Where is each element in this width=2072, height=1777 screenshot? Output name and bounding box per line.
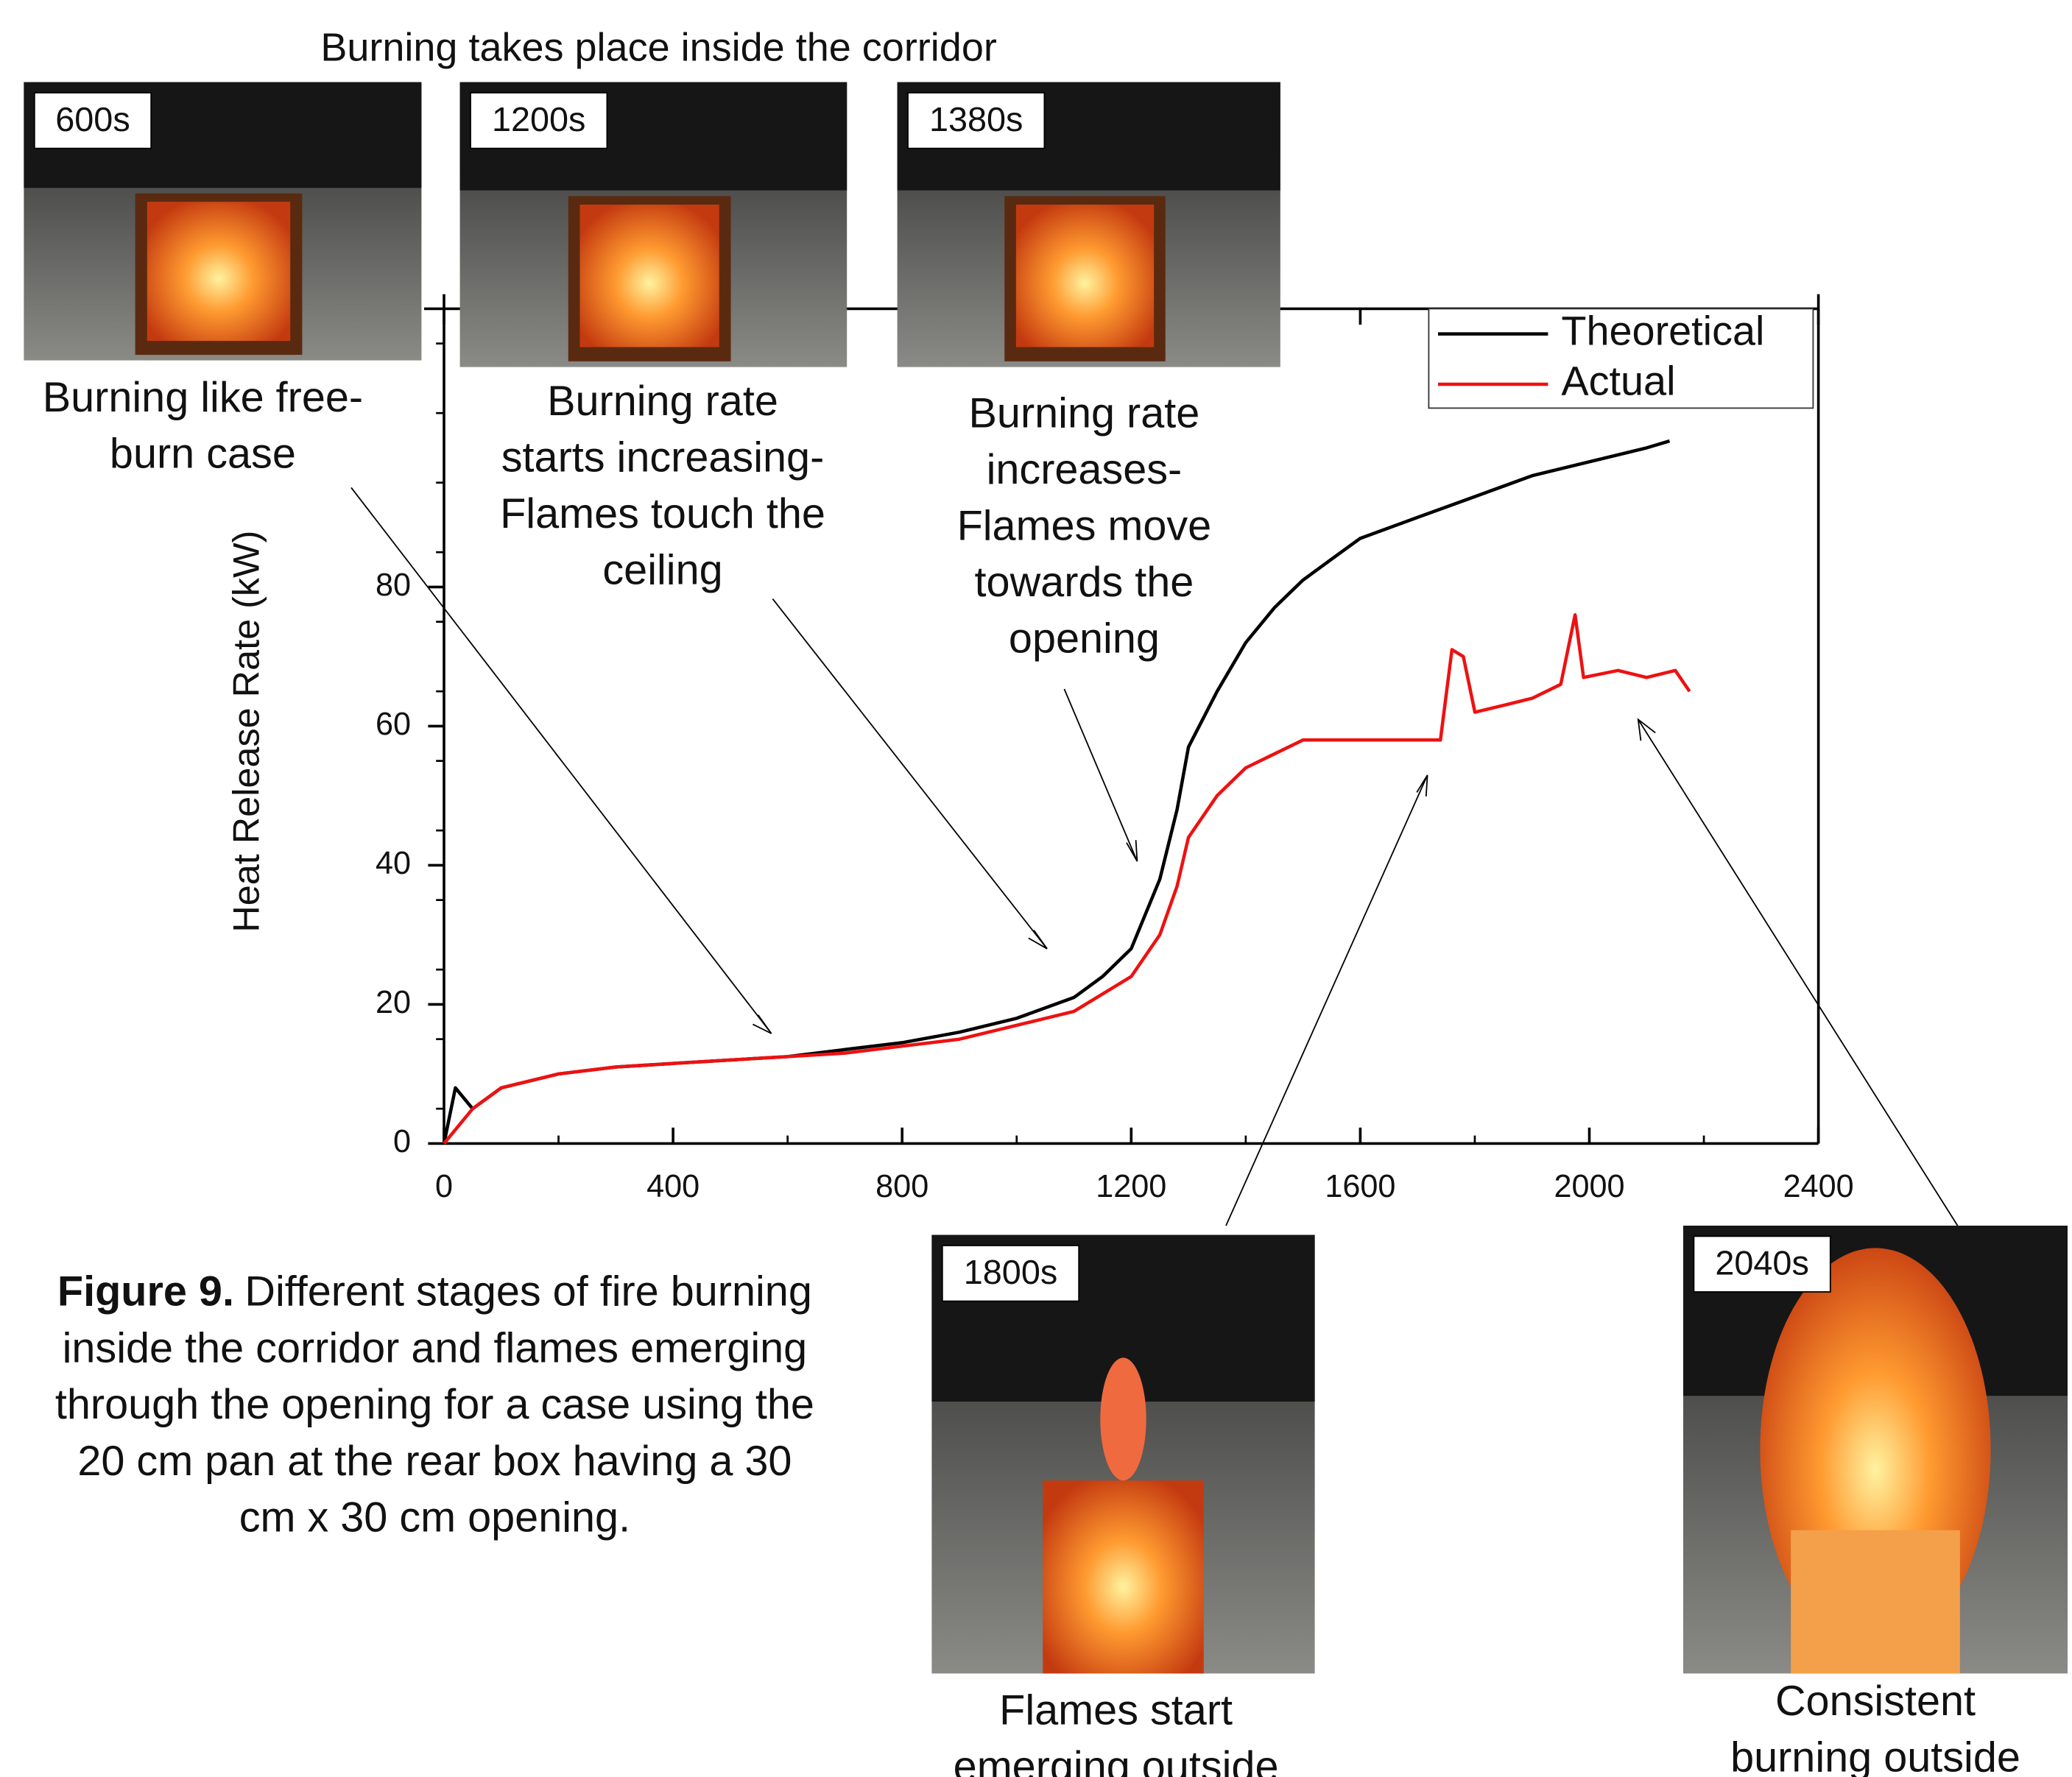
legend-label: Actual xyxy=(1561,358,1675,404)
annotation-line: Flames start xyxy=(999,1687,1233,1734)
y-tick-label: 0 xyxy=(393,1124,411,1159)
arrow xyxy=(350,487,772,1034)
annotation-line: Consistent xyxy=(1775,1678,1976,1725)
x-tick-label: 2400 xyxy=(1783,1169,1854,1204)
photo-label: 600s xyxy=(55,100,130,138)
photo-flame xyxy=(147,202,291,342)
annotation-line: Burning rate xyxy=(547,378,778,425)
annotation-line: Burning rate xyxy=(969,389,1200,437)
caption-text: Different stages of fire burning xyxy=(244,1268,812,1315)
x-tick-label: 1600 xyxy=(1325,1169,1395,1204)
x-tick-label: 400 xyxy=(646,1169,700,1204)
photo-label-box xyxy=(33,92,152,149)
plot-area: 0 400 800 1200 1600 2000 2400 0 20 40 60 80 Theoreti… xyxy=(376,294,1854,1204)
photo-flame xyxy=(579,205,719,347)
annotation-line: Flames move xyxy=(957,502,1212,549)
photo-label: 2040s xyxy=(1715,1243,1809,1282)
arrow xyxy=(1063,688,1138,862)
photo-label-box xyxy=(1693,1235,1831,1293)
annotation-line: towards the xyxy=(975,559,1194,606)
annotation-line: burn case xyxy=(110,430,296,477)
photo: 1800s xyxy=(931,1234,1315,1674)
photo-label: 1200s xyxy=(492,100,586,138)
annotation-line: Burning like free- xyxy=(43,374,363,421)
caption-line: 20 cm pan at the rear box having a 30 xyxy=(77,1438,792,1485)
caption-label: Figure 9. xyxy=(57,1268,234,1315)
arrow-head xyxy=(1126,840,1138,862)
photo-flame xyxy=(1791,1530,1960,1674)
y-tick-label: 60 xyxy=(376,707,411,742)
photo-plume xyxy=(1100,1357,1146,1481)
photo-label: 1800s xyxy=(964,1253,1058,1291)
annotation-line: increases- xyxy=(987,446,1183,493)
photo: 1200s xyxy=(459,82,848,367)
photo-label-box xyxy=(907,92,1046,149)
y-tick-label: 40 xyxy=(376,846,411,881)
annotations: Burning like free-burn case Burning rate s… xyxy=(43,374,2020,1777)
arrow xyxy=(1225,774,1428,1226)
annotation-line: burning outside xyxy=(1730,1734,2020,1777)
arrow-head xyxy=(753,1014,772,1034)
legend: Theoretical Actual xyxy=(1428,307,1814,409)
x-tick-label: 800 xyxy=(875,1169,928,1204)
annotation-arrows xyxy=(350,487,1959,1226)
caption-line: through the opening for a case using the xyxy=(55,1381,814,1428)
y-tick-label: 20 xyxy=(376,985,411,1020)
photo-flame xyxy=(1015,205,1155,347)
arrow xyxy=(772,598,1048,950)
annotation-line: Flames touch the xyxy=(500,490,825,537)
series-line xyxy=(443,612,1691,1145)
arrow-head xyxy=(1416,774,1428,796)
photo-label-box xyxy=(470,92,608,149)
caption-line: Figure 9. Different stages of fire burnin… xyxy=(57,1268,812,1315)
annotation-line: ceiling xyxy=(602,547,722,594)
x-tick-label: 2000 xyxy=(1554,1169,1624,1204)
caption-line: cm x 30 cm opening. xyxy=(239,1494,630,1541)
photo-label: 1380s xyxy=(929,100,1023,138)
x-tick-label: 1200 xyxy=(1096,1169,1166,1204)
annotation-line: starts increasing- xyxy=(501,434,825,481)
photo: 600s xyxy=(24,82,422,361)
arrow xyxy=(1638,718,1959,1226)
legend-box xyxy=(1428,308,1814,409)
caption-line: inside the corridor and flames emerging xyxy=(63,1325,808,1372)
figure-title: Burning takes place inside the corridor xyxy=(320,26,997,70)
photo: 1380s xyxy=(897,82,1280,367)
legend-label: Theoretical xyxy=(1561,307,1764,353)
annotation-line: opening xyxy=(1009,615,1160,662)
x-tick-label: 0 xyxy=(435,1169,453,1204)
arrow-head xyxy=(1028,930,1048,950)
y-tick-label: 80 xyxy=(376,568,411,603)
arrow-head xyxy=(1637,718,1656,741)
annotation-line: emerging outside xyxy=(954,1743,1279,1777)
caption: Figure 9. Different stages of fire burnin… xyxy=(55,1268,814,1541)
photo-flame xyxy=(1043,1480,1204,1674)
y-axis-label: Heat Release Rate (kW) xyxy=(225,531,267,933)
photo: 2040s xyxy=(1683,1226,2068,1674)
photos: 600s 1200s 1380s 1800s 2040s xyxy=(24,82,2068,1674)
photo-label-box xyxy=(941,1245,1080,1302)
